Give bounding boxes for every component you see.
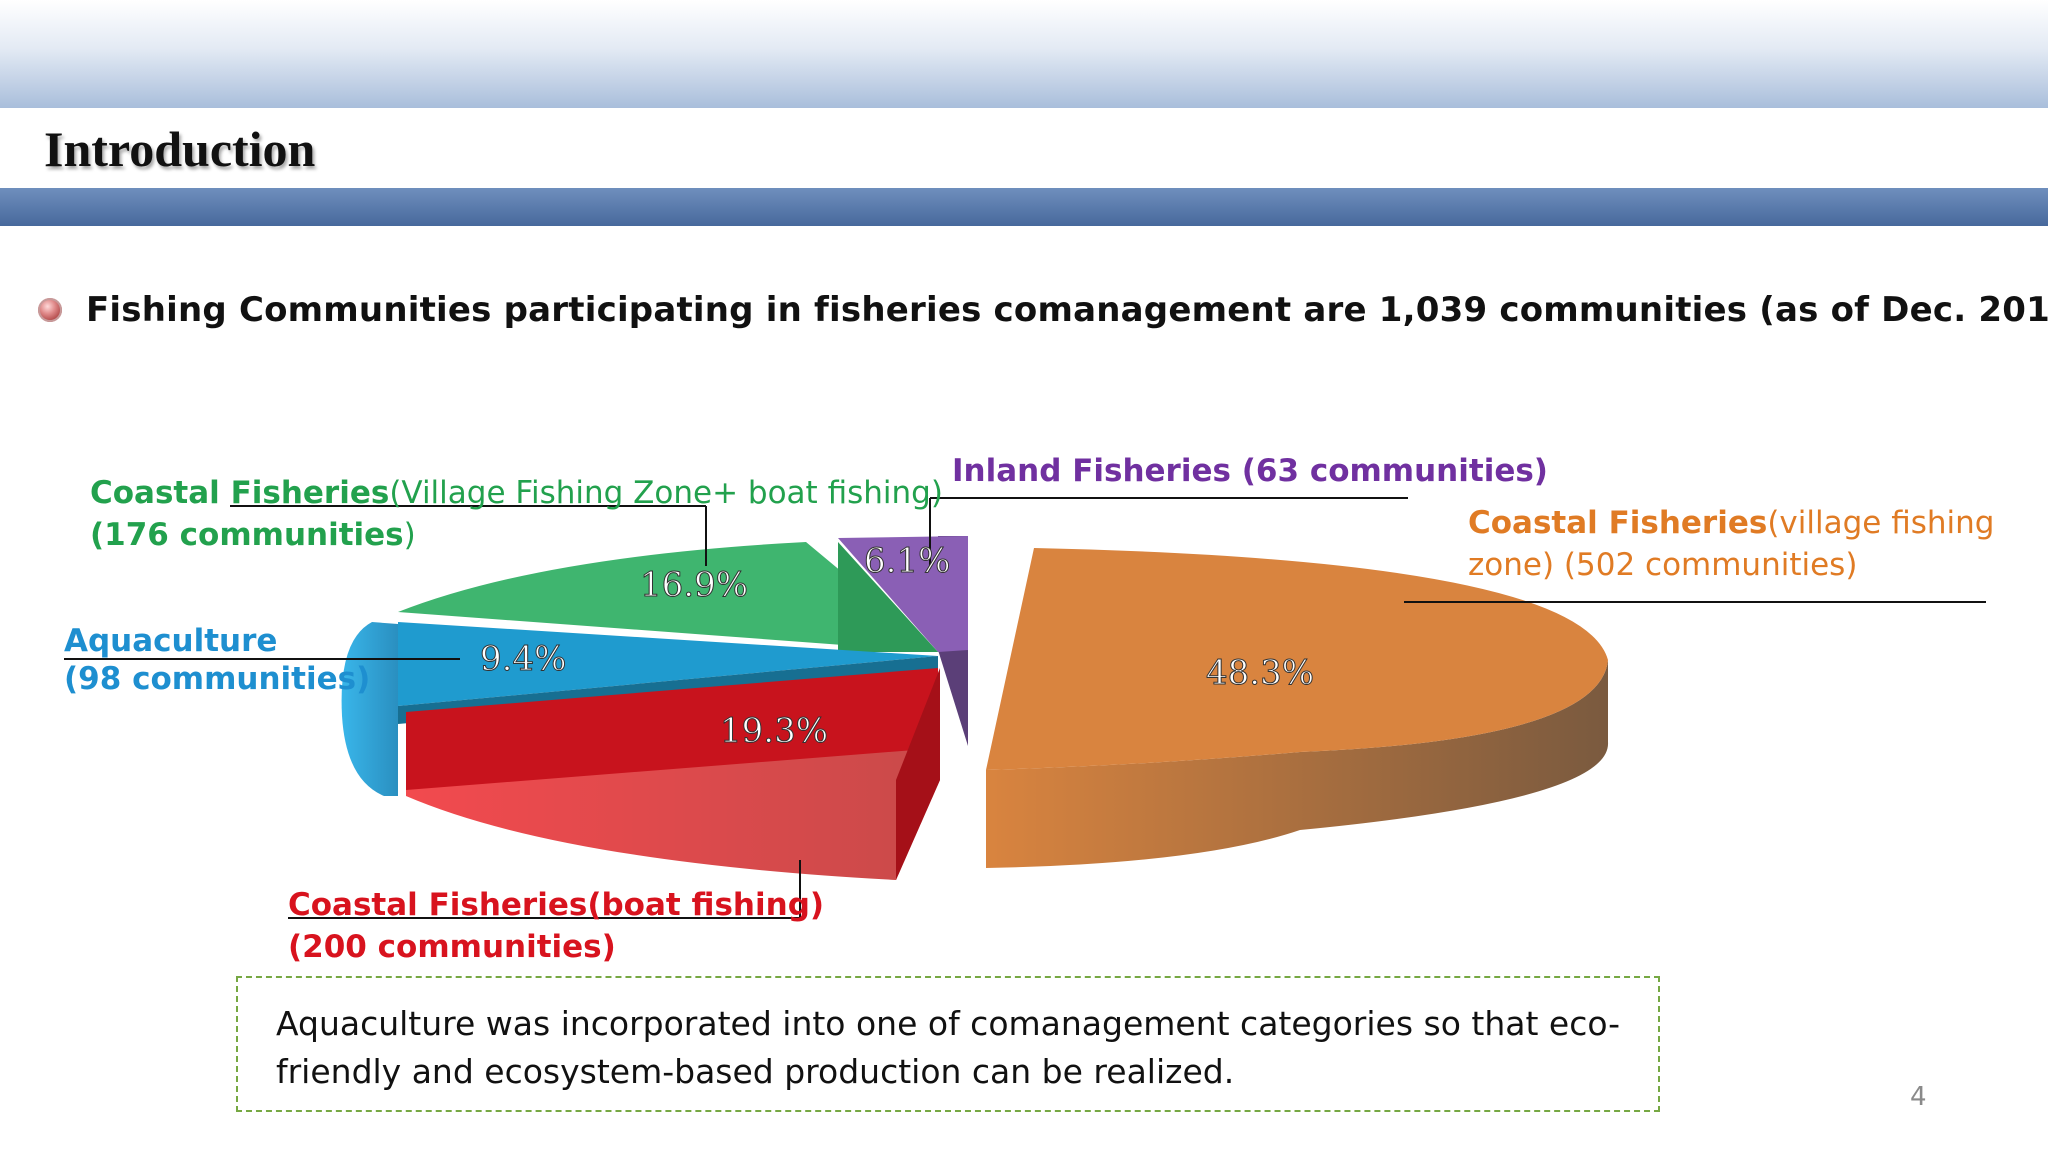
bullet-icon <box>38 298 62 322</box>
label-coastal-boat-name: Coastal Fisheries(boat fishing) <box>288 887 825 923</box>
label-coastal-village-zone-bold: Coastal Fisheries <box>1468 505 1768 541</box>
pct-label-4: 16.9% <box>640 565 748 605</box>
pct-label-3: 9.4% <box>480 639 566 679</box>
bullet-text: Fishing Communities participating in fis… <box>86 290 2048 330</box>
label-coastal-village-zone-rest: (village fishing <box>1767 505 1995 541</box>
slice-coastal-vfz-boat <box>398 542 938 652</box>
slice-coastal-boat-front <box>896 668 940 880</box>
slice-coastal-vfz-boat-top <box>398 542 938 652</box>
label-coastal-vfz-boat-bold: Coastal Fisheries <box>90 475 390 511</box>
slice-coastal-boat <box>406 668 940 880</box>
percentage-labels: 48.3% 19.3% 9.4% 16.9% 6.1% <box>480 541 1315 752</box>
label-inland: Inland Fisheries (63 communities) <box>952 453 1548 489</box>
slice-coastal-village-zone <box>986 548 1609 868</box>
note-box <box>236 976 1660 1112</box>
page-number: 4 <box>1910 1082 1927 1112</box>
label-coastal-boat-count: (200 communities) <box>288 929 616 965</box>
pct-label-1: 48.3% <box>1206 653 1314 693</box>
label-aquaculture-count: (98 communities) <box>64 661 371 697</box>
slice-coastal-village-zone-top <box>986 548 1608 770</box>
label-coastal-vfz-boat: Coastal Fisheries(Village Fishing Zone+ … <box>90 472 943 556</box>
label-aquaculture-name: Aquaculture <box>64 623 278 659</box>
pct-label-2: 19.3% <box>720 711 828 751</box>
header-band <box>0 0 2048 108</box>
label-coastal-vfz-boat-rest: (Village Fishing Zone+ boat fishing) <box>389 475 943 511</box>
slice-aquaculture-top <box>398 622 938 706</box>
label-coastal-vfz-boat-close: ) <box>403 517 416 553</box>
slice-coastal-vfz-boat-dark <box>838 542 938 652</box>
slide-title: Introduction <box>44 121 316 177</box>
label-coastal-village-zone: Coastal Fisheries(village fishing zone) … <box>1468 502 1994 586</box>
leader-lines <box>64 497 1986 919</box>
bullet-point: Fishing Communities participating in fis… <box>38 288 2048 332</box>
slice-coastal-boat-top <box>406 668 940 790</box>
slice-inland-top <box>838 536 968 652</box>
label-coastal-boat: Coastal Fisheries(boat fishing) (200 com… <box>288 884 824 968</box>
slice-inland <box>838 536 968 746</box>
label-coastal-vfz-boat-count: (176 communities <box>90 517 404 553</box>
note-text: Aquaculture was incorporated into one of… <box>276 1004 1621 1091</box>
slice-aquaculture-side <box>341 622 398 796</box>
label-aquaculture: Aquaculture (98 communities) <box>64 622 370 698</box>
pct-label-5: 6.1% <box>864 541 950 581</box>
slice-coastal-village-zone-side <box>986 660 1609 868</box>
title-underline-bar <box>0 188 2048 226</box>
label-coastal-village-zone-count: zone) (502 communities) <box>1468 547 1858 583</box>
